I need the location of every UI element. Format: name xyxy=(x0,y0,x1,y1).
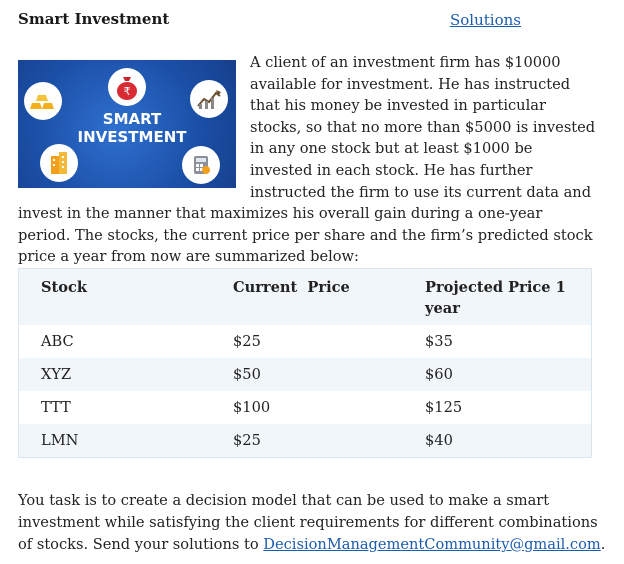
stock-price-table: Stock Current Price Projected Price 1 ye… xyxy=(18,268,592,458)
email-link[interactable]: DecisionManagementCommunity@gmail.com xyxy=(263,536,601,553)
current-price-cell: $100 xyxy=(211,391,403,424)
table-header-row: Stock Current Price Projected Price 1 ye… xyxy=(18,268,592,325)
current-price-cell: $50 xyxy=(211,358,403,391)
current-price-cell: $25 xyxy=(211,424,403,458)
stock-cell: ABC xyxy=(18,325,211,358)
task-text: You task is to create a decision model t… xyxy=(18,492,598,553)
banner-line-1: SMART xyxy=(102,110,162,128)
intro-section: ₹ xyxy=(18,52,596,268)
solutions-link[interactable]: Solutions xyxy=(450,11,521,29)
money-bag-icon: ₹ xyxy=(108,68,146,106)
projected-price-cell: $40 xyxy=(403,424,592,458)
table-row: TTT $100 $125 xyxy=(18,391,592,424)
stock-cell: XYZ xyxy=(18,358,211,391)
gold-bars-icon xyxy=(24,82,62,120)
page-title: Smart Investment xyxy=(18,10,170,28)
column-header-projected-price: Projected Price 1 year xyxy=(403,268,592,325)
projected-price-cell: $60 xyxy=(403,358,592,391)
projected-price-cell: $125 xyxy=(403,391,592,424)
building-icon xyxy=(40,144,78,182)
projected-price-cell: $35 xyxy=(403,325,592,358)
task-paragraph: You task is to create a decision model t… xyxy=(18,490,608,556)
calculator-icon xyxy=(182,146,220,184)
task-end: . xyxy=(600,536,606,553)
table-row: LMN $25 $40 xyxy=(18,424,592,458)
smart-investment-banner: ₹ xyxy=(18,60,236,188)
column-header-current-price: Current Price xyxy=(211,268,403,325)
intro-paragraph: A client of an investment firm has $1000… xyxy=(18,54,596,266)
svg-text:₹: ₹ xyxy=(124,85,131,98)
stock-cell: TTT xyxy=(18,391,211,424)
table-row: XYZ $50 $60 xyxy=(18,358,592,391)
table-row: ABC $25 $35 xyxy=(18,325,592,358)
column-header-stock: Stock xyxy=(18,268,211,325)
stock-cell: LMN xyxy=(18,424,211,458)
growth-chart-icon xyxy=(190,80,228,118)
banner-line-2: INVESTMENT xyxy=(77,128,187,146)
current-price-cell: $25 xyxy=(211,325,403,358)
banner-title: SMART INVESTMENT xyxy=(62,110,202,146)
